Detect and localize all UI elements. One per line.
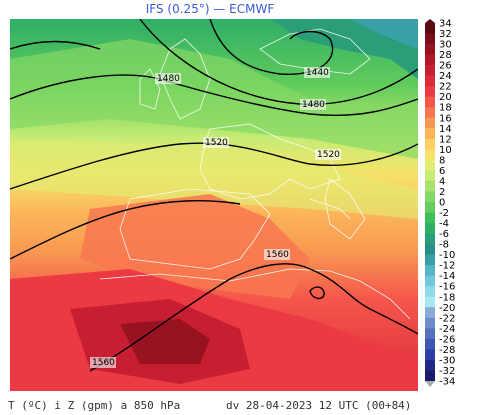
colorbar-tick-label: 12 [439, 134, 452, 145]
variable-caption: T (ºC) i Z (gpm) a 850 hPa [8, 399, 181, 412]
colorbar-swatch [425, 265, 435, 277]
cold-region-core [350, 19, 418, 49]
colorbar-tick-label: -22 [439, 313, 455, 324]
colorbar-swatch [425, 212, 435, 224]
contour-1560-small [309, 286, 325, 300]
colorbar-swatch [425, 117, 435, 129]
label-1560-a: 1560 [266, 250, 289, 260]
colorbar-tick-label: 2 [439, 187, 445, 198]
colorbar-swatch [425, 180, 435, 192]
colorbar-swatch [425, 202, 435, 213]
colorbar-swatch [425, 296, 435, 308]
colorbar-tick-label: -26 [439, 334, 455, 345]
colorbar-swatch [425, 244, 435, 255]
colorbar-top-arrow [425, 19, 435, 23]
colorbar-swatch [425, 233, 435, 245]
colorbar-swatch [425, 138, 435, 150]
colorbar-tick-label: -16 [439, 282, 455, 293]
colorbar-tick-label: 30 [439, 40, 452, 51]
valid-time-caption: dv 28-04-2023 12 UTC (00+84) [226, 399, 412, 412]
colorbar-swatch [425, 96, 435, 108]
colorbar-tick-label: 22 [439, 82, 452, 93]
contour-1440 [139, 19, 418, 106]
colorbar-swatch [425, 33, 435, 45]
colorbar-swatch [425, 23, 435, 34]
label-1520-b: 1520 [317, 150, 340, 160]
colorbar-swatch [425, 149, 435, 161]
colorbar-tick-label: 26 [439, 61, 452, 72]
colorbar-tick-label: -8 [439, 240, 449, 251]
colorbar-tick-label: 8 [439, 155, 445, 166]
contour-1520 [10, 142, 418, 190]
geopotential-contours [10, 19, 418, 372]
colorbar-swatch [425, 128, 435, 140]
colorbar-tick-label: -18 [439, 292, 455, 303]
colorbar-tick-label: -32 [439, 366, 455, 377]
label-1480-a: 1480 [157, 74, 180, 84]
colorbar-tick-label: 24 [439, 71, 452, 82]
colorbar-tick-label: -28 [439, 345, 455, 356]
colorbar-tick-label: 14 [439, 124, 452, 135]
yellow-band [10, 139, 418, 219]
colorbar-tick-label: 6 [439, 166, 445, 177]
green-band [10, 39, 418, 159]
colorbar-tick-label: -30 [439, 355, 455, 366]
colorbar-tick-label: 0 [439, 198, 445, 209]
colorbar-tick-label: 10 [439, 145, 452, 156]
colorbar-tick-label: -14 [439, 271, 455, 282]
label-1520-a: 1520 [205, 138, 228, 148]
contour-west-2 [10, 200, 241, 260]
colorbar-swatch [425, 191, 435, 203]
colorbar-swatch [425, 254, 435, 266]
colorbar-swatch [425, 328, 435, 340]
colorbar-swatch [425, 170, 435, 182]
label-1440-a: 1440 [306, 68, 329, 78]
africa-hottest [120, 319, 210, 364]
colorbar-tick-label: -20 [439, 303, 455, 314]
colorbar-swatch [425, 54, 435, 66]
colorbar-swatch [425, 317, 435, 329]
colorbar-tick-label: -12 [439, 261, 455, 272]
colorbar-tick-label: 32 [439, 29, 452, 40]
colorbar-tick-label: -24 [439, 324, 455, 335]
colorbar-tick-label: 28 [439, 50, 452, 61]
colorbar-swatch [425, 223, 435, 234]
colorbar-tick-label: 34 [439, 19, 452, 30]
colorbar-tick-label: 16 [439, 113, 452, 124]
colorbar-tick-label: -10 [439, 250, 455, 261]
colorbar-legend: 3432302826242220181614121086420-2-4-6-8-… [425, 19, 455, 388]
contour-labels: 1440 1480 1480 1520 1520 1560 1560 [90, 67, 341, 368]
colorbar-swatch [425, 286, 435, 298]
temperature-map: 1440 1480 1480 1520 1520 1560 1560 [10, 19, 418, 391]
colorbar-tick-label: 18 [439, 103, 452, 114]
colorbar-tick-label: -34 [439, 377, 455, 388]
colorbar-swatch [425, 44, 435, 55]
colorbar-tick-label: -4 [439, 219, 449, 230]
contour-1560 [89, 263, 418, 372]
colorbar-tick-label: -2 [439, 208, 449, 219]
contour-west-1 [10, 40, 101, 50]
colorbar-swatch [425, 65, 435, 76]
map-title: IFS (0.25°) — ECMWF [145, 2, 275, 16]
colorbar-swatch [425, 307, 435, 319]
coastlines [99, 28, 411, 320]
colorbar-tick-label: -6 [439, 229, 449, 240]
colorbar-tick-label: 20 [439, 92, 452, 103]
colorbar-swatch [425, 359, 435, 371]
colorbar-bottom-arrow [425, 381, 435, 387]
colorbar-swatch [425, 107, 435, 119]
label-1480-b: 1480 [302, 100, 325, 110]
colorbar-swatch [425, 75, 435, 87]
contour-1480 [10, 74, 418, 117]
colorbar-swatch [425, 349, 435, 361]
label-1560-b: 1560 [92, 358, 115, 368]
colorbar-swatch [425, 370, 435, 382]
colorbar-swatch [425, 159, 435, 171]
colorbar-swatch [425, 275, 435, 287]
colorbar-tick-label: 4 [439, 176, 445, 187]
colorbar-swatch [425, 86, 435, 98]
colorbar-swatch [425, 338, 435, 350]
